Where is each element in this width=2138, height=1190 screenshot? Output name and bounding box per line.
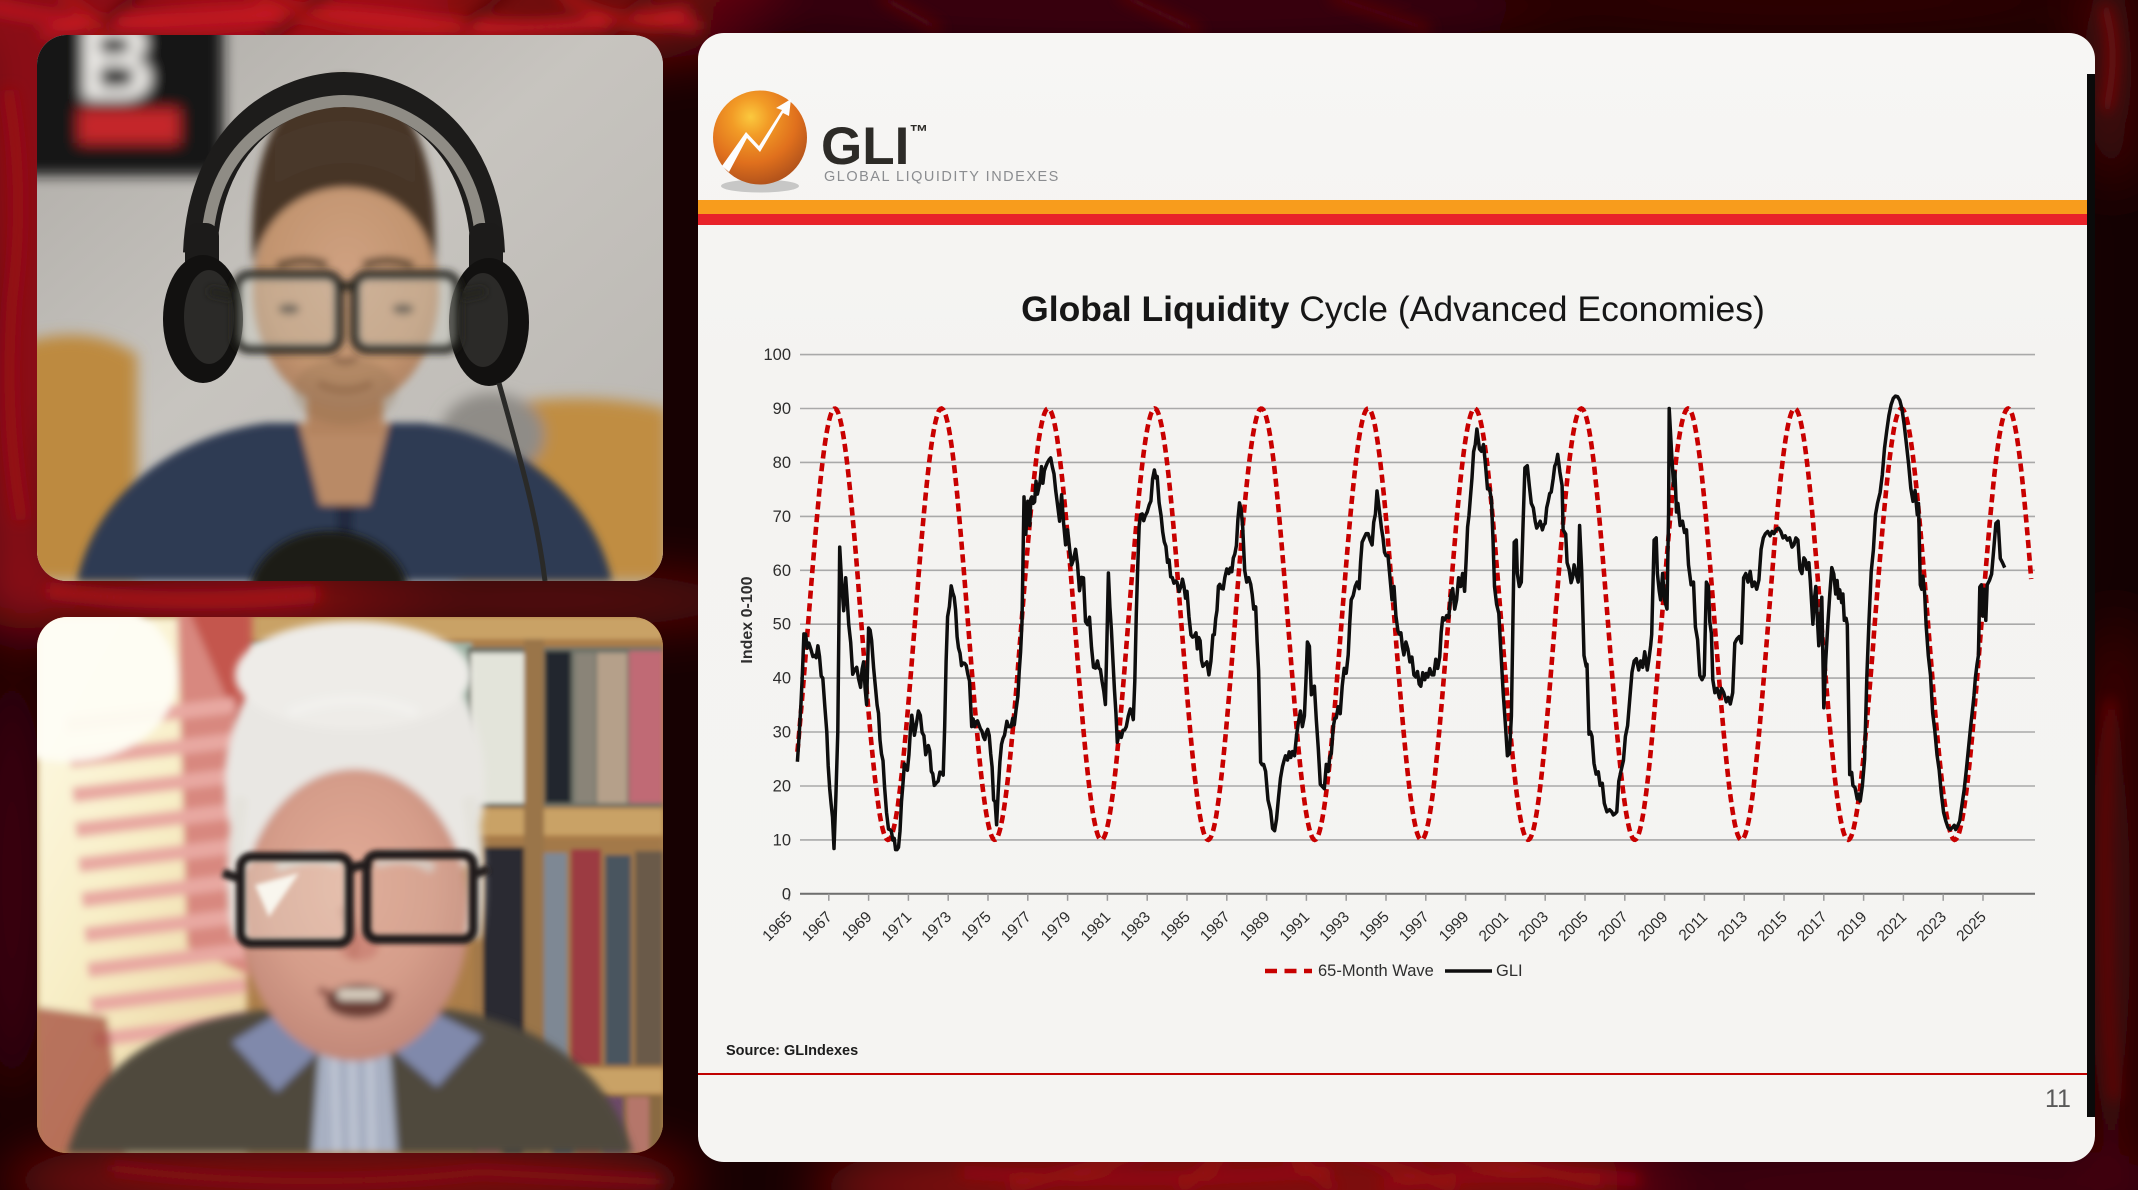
svg-text:80: 80 bbox=[773, 454, 791, 472]
svg-text:1965: 1965 bbox=[759, 909, 795, 945]
svg-text:1975: 1975 bbox=[958, 909, 994, 945]
svg-text:Index 0-100: Index 0-100 bbox=[739, 576, 756, 663]
svg-text:1989: 1989 bbox=[1237, 909, 1273, 945]
svg-text:65-Month Wave: 65-Month Wave bbox=[1318, 962, 1434, 980]
svg-text:1977: 1977 bbox=[998, 909, 1034, 945]
svg-text:1995: 1995 bbox=[1356, 909, 1392, 945]
svg-text:2011: 2011 bbox=[1676, 909, 1712, 945]
svg-text:2025: 2025 bbox=[1953, 909, 1989, 945]
svg-text:1971: 1971 bbox=[879, 909, 915, 945]
svg-text:100: 100 bbox=[763, 346, 791, 364]
svg-text:20: 20 bbox=[773, 778, 791, 796]
svg-text:Source: GLIndexes: Source: GLIndexes bbox=[726, 1043, 858, 1059]
svg-text:1967: 1967 bbox=[799, 909, 835, 945]
svg-text:1979: 1979 bbox=[1038, 909, 1074, 945]
svg-text:1973: 1973 bbox=[919, 909, 955, 945]
svg-text:2021: 2021 bbox=[1874, 909, 1910, 945]
svg-text:GLI: GLI bbox=[1496, 962, 1523, 980]
svg-text:0: 0 bbox=[782, 885, 791, 903]
svg-text:60: 60 bbox=[773, 562, 791, 580]
svg-text:1985: 1985 bbox=[1157, 909, 1193, 945]
svg-text:10: 10 bbox=[773, 831, 791, 849]
svg-text:1993: 1993 bbox=[1317, 909, 1353, 945]
svg-text:90: 90 bbox=[773, 400, 791, 418]
svg-text:1997: 1997 bbox=[1396, 909, 1432, 945]
svg-text:2005: 2005 bbox=[1555, 909, 1591, 945]
svg-text:1991: 1991 bbox=[1277, 909, 1313, 945]
svg-text:2023: 2023 bbox=[1914, 909, 1950, 945]
svg-text:2001: 2001 bbox=[1476, 909, 1512, 945]
svg-text:B: B bbox=[77, 35, 155, 122]
svg-text:1987: 1987 bbox=[1197, 909, 1233, 945]
svg-text:1999: 1999 bbox=[1436, 909, 1472, 945]
svg-text:1969: 1969 bbox=[839, 909, 875, 945]
svg-text:70: 70 bbox=[773, 508, 791, 526]
svg-text:2003: 2003 bbox=[1516, 909, 1552, 945]
svg-text:30: 30 bbox=[773, 724, 791, 742]
svg-text:1983: 1983 bbox=[1118, 909, 1154, 945]
svg-text:1981: 1981 bbox=[1078, 909, 1114, 945]
svg-text:40: 40 bbox=[773, 670, 791, 688]
svg-text:2019: 2019 bbox=[1834, 909, 1870, 945]
svg-text:2015: 2015 bbox=[1754, 909, 1790, 945]
svg-text:2007: 2007 bbox=[1595, 909, 1631, 945]
svg-text:2009: 2009 bbox=[1635, 909, 1671, 945]
svg-text:50: 50 bbox=[773, 616, 791, 634]
svg-text:2013: 2013 bbox=[1715, 909, 1751, 945]
svg-text:2017: 2017 bbox=[1794, 909, 1830, 945]
